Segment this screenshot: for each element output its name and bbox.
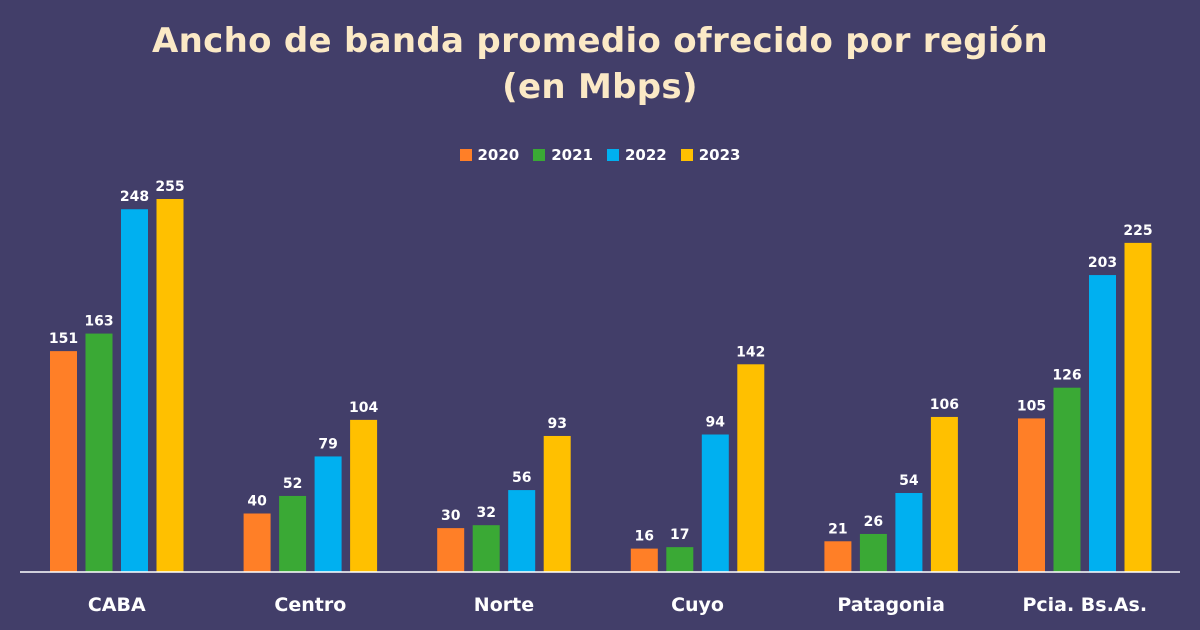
bar-2021-pcia-bs-as [1053,387,1081,572]
legend-swatch-2020 [459,149,472,161]
data-label: 104 [349,400,378,416]
bar-2021-cuyo [666,547,694,572]
data-label: 79 [318,436,337,452]
legend-label-2022: 2022 [625,146,667,164]
category-label: Patagonia [837,594,945,616]
data-label: 17 [670,527,689,543]
data-label: 203 [1088,255,1117,271]
data-label: 163 [84,314,113,330]
bar-2020-pcia-bs-as [1018,418,1045,572]
category-label: Cuyo [671,594,724,616]
category-label: Pcia. Bs.As. [1022,594,1147,616]
chart-title: Ancho de banda promedio ofrecido por reg… [0,18,1200,110]
data-label: 32 [476,505,495,521]
bar-2021-norte [472,525,500,572]
data-label: 56 [512,470,531,486]
data-label: 255 [155,179,184,195]
bar-2021-centro [279,495,307,572]
data-label: 126 [1052,368,1081,384]
data-label: 30 [441,508,461,524]
legend-label-2023: 2023 [698,146,741,164]
category-label: Centro [274,594,346,616]
bar-2021-patagonia [859,533,887,572]
data-label: 40 [247,493,267,509]
bar-2023-centro [350,419,378,572]
data-label: 225 [1123,223,1152,239]
bar-2022-pcia-bs-as [1089,275,1116,572]
bar-2023-patagonia [930,416,958,572]
data-label: 54 [899,473,919,489]
legend-label-2021: 2021 [551,146,593,164]
bars-group [50,199,1152,573]
legend-item-2023: 2023 [680,146,741,164]
legend-label-2020: 2020 [477,146,520,164]
bar-2020-cuyo [630,548,658,572]
bar-2022-norte [508,490,536,572]
chart-title-line1: Ancho de banda promedio ofrecido por reg… [152,21,1048,61]
category-label: Norte [474,594,534,616]
bar-2023-cuyo [737,364,765,572]
chart-title-line2: (en Mbps) [502,67,698,107]
bar-2022-caba [121,209,148,573]
legend-item-2020: 2020 [459,146,520,164]
bar-2020-centro [243,513,271,572]
chart-legend: 2020 2021 2022 2023 [0,146,1200,164]
category-label: CABA [88,594,146,616]
bar-2020-norte [437,528,465,572]
data-label: 16 [635,529,654,545]
data-label: 248 [120,189,149,205]
legend-item-2021: 2021 [533,146,593,164]
data-label: 105 [1017,398,1046,414]
legend-item-2022: 2022 [607,146,667,164]
data-label: 52 [283,476,302,492]
data-label: 21 [828,521,847,537]
legend-swatch-2021 [533,149,546,161]
bar-2021-caba [85,333,113,572]
bar-2023-pcia-bs-as [1124,242,1152,572]
data-label: 151 [49,331,78,347]
bar-2023-norte [543,435,571,572]
data-label: 106 [930,397,959,413]
legend-swatch-2022 [607,149,619,161]
bar-2020-caba [50,351,77,572]
data-label: 93 [547,416,566,432]
data-label: 94 [706,415,726,431]
bar-2020-patagonia [824,541,852,572]
labels-group: 151 163 248 255 CABA 40 52 79 104 Centro 30 32 56 93 N… [49,179,1153,616]
data-label: 142 [736,344,765,360]
bar-2022-centro [314,456,342,572]
legend-swatch-2023 [680,149,693,161]
bar-2022-patagonia [895,493,923,572]
bar-2022-cuyo [701,434,729,572]
data-label: 26 [864,514,883,530]
bar-2023-caba [156,199,184,572]
